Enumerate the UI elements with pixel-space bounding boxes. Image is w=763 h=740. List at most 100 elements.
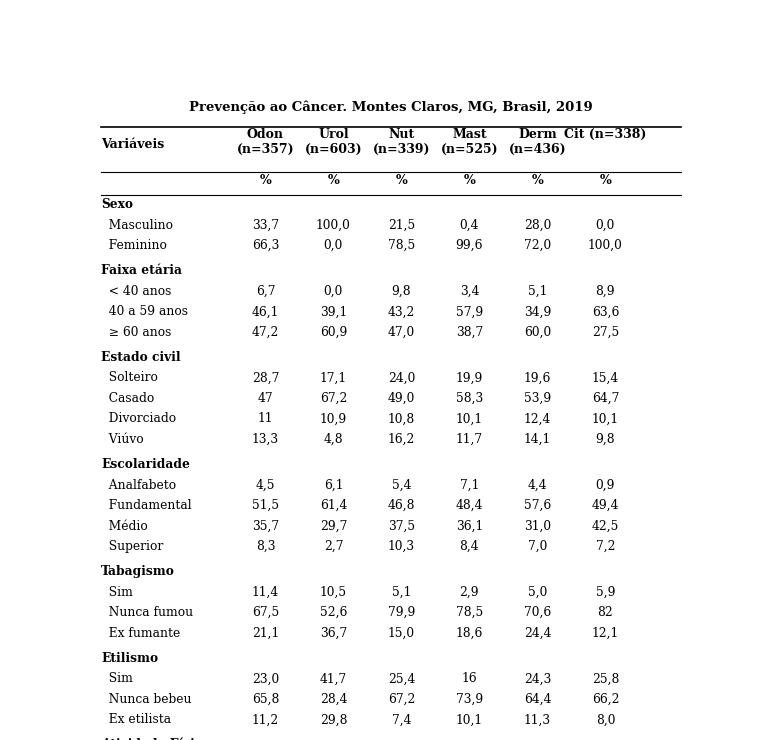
Text: 78,5: 78,5 (456, 606, 483, 619)
Text: 28,4: 28,4 (320, 693, 347, 706)
Text: 36,7: 36,7 (320, 627, 347, 639)
Text: Atividade Física: Atividade Física (101, 739, 211, 740)
Text: 43,2: 43,2 (388, 306, 415, 318)
Text: 10,3: 10,3 (388, 540, 415, 553)
Text: Solteiro: Solteiro (101, 371, 158, 384)
Text: 52,6: 52,6 (320, 606, 347, 619)
Text: 11,4: 11,4 (252, 585, 279, 599)
Text: 7,0: 7,0 (528, 540, 547, 553)
Text: %: % (532, 174, 543, 186)
Text: Tabagismo: Tabagismo (101, 565, 175, 578)
Text: Derm
(n=436): Derm (n=436) (509, 128, 566, 156)
Text: Prevenção ao Câncer. Montes Claros, MG, Brasil, 2019: Prevenção ao Câncer. Montes Claros, MG, … (189, 100, 593, 114)
Text: Nut
(n=339): Nut (n=339) (372, 128, 430, 156)
Text: Faixa etária: Faixa etária (101, 264, 182, 278)
Text: %: % (327, 174, 340, 186)
Text: Sexo: Sexo (101, 198, 134, 211)
Text: 66,2: 66,2 (591, 693, 619, 706)
Text: 8,4: 8,4 (459, 540, 479, 553)
Text: 9,8: 9,8 (391, 285, 411, 297)
Text: 4,5: 4,5 (256, 479, 275, 491)
Text: Estado civil: Estado civil (101, 351, 181, 364)
Text: 24,3: 24,3 (523, 672, 551, 685)
Text: 25,8: 25,8 (591, 672, 619, 685)
Text: 46,1: 46,1 (252, 306, 279, 318)
Text: Etilismo: Etilismo (101, 652, 159, 665)
Text: 10,9: 10,9 (320, 412, 347, 426)
Text: 24,0: 24,0 (388, 371, 415, 384)
Text: 60,9: 60,9 (320, 326, 347, 339)
Text: 64,4: 64,4 (523, 693, 551, 706)
Text: 70,6: 70,6 (523, 606, 551, 619)
Text: %: % (259, 174, 272, 186)
Text: 19,9: 19,9 (456, 371, 483, 384)
Text: 31,0: 31,0 (524, 519, 551, 533)
Text: 18,6: 18,6 (456, 627, 483, 639)
Text: Ex etilista: Ex etilista (101, 713, 172, 726)
Text: 14,1: 14,1 (523, 433, 551, 446)
Text: ≥ 60 anos: ≥ 60 anos (101, 326, 172, 339)
Text: 65,8: 65,8 (252, 693, 279, 706)
Text: 42,5: 42,5 (591, 519, 619, 533)
Text: 57,6: 57,6 (523, 499, 551, 512)
Text: 21,5: 21,5 (388, 219, 415, 232)
Text: 29,7: 29,7 (320, 519, 347, 533)
Text: 13,3: 13,3 (252, 433, 279, 446)
Text: Ex fumante: Ex fumante (101, 627, 181, 639)
Text: Variáveis: Variáveis (101, 138, 165, 150)
Text: Analfabeto: Analfabeto (101, 479, 176, 491)
Text: Odon
(n=357): Odon (n=357) (237, 128, 295, 156)
Text: 9,8: 9,8 (596, 433, 615, 446)
Text: 4,4: 4,4 (527, 479, 547, 491)
Text: 33,7: 33,7 (252, 219, 279, 232)
Text: 72,0: 72,0 (523, 239, 551, 252)
Text: 24,4: 24,4 (523, 627, 551, 639)
Text: 15,4: 15,4 (592, 371, 619, 384)
Text: 40 a 59 anos: 40 a 59 anos (101, 306, 188, 318)
Text: 73,9: 73,9 (456, 693, 483, 706)
Text: 34,9: 34,9 (523, 306, 551, 318)
Text: 79,9: 79,9 (388, 606, 415, 619)
Text: 58,3: 58,3 (456, 392, 483, 405)
Text: 6,7: 6,7 (256, 285, 275, 297)
Text: %: % (463, 174, 475, 186)
Text: 8,0: 8,0 (596, 713, 615, 726)
Text: 47: 47 (258, 392, 273, 405)
Text: 67,2: 67,2 (388, 693, 415, 706)
Text: 60,0: 60,0 (523, 326, 551, 339)
Text: 10,1: 10,1 (456, 713, 483, 726)
Text: 49,0: 49,0 (388, 392, 415, 405)
Text: 11,3: 11,3 (524, 713, 551, 726)
Text: Feminino: Feminino (101, 239, 167, 252)
Text: 51,5: 51,5 (252, 499, 279, 512)
Text: 64,7: 64,7 (591, 392, 619, 405)
Text: 0,0: 0,0 (324, 239, 343, 252)
Text: 66,3: 66,3 (252, 239, 279, 252)
Text: 47,2: 47,2 (252, 326, 279, 339)
Text: 23,0: 23,0 (252, 672, 279, 685)
Text: Médio: Médio (101, 519, 148, 533)
Text: 29,8: 29,8 (320, 713, 347, 726)
Text: Urol
(n=603): Urol (n=603) (304, 128, 362, 156)
Text: 0,9: 0,9 (596, 479, 615, 491)
Text: 5,1: 5,1 (528, 285, 547, 297)
Text: 5,1: 5,1 (391, 585, 411, 599)
Text: Nunca bebeu: Nunca bebeu (101, 693, 192, 706)
Text: 78,5: 78,5 (388, 239, 415, 252)
Text: 16: 16 (462, 672, 477, 685)
Text: 47,0: 47,0 (388, 326, 415, 339)
Text: 46,8: 46,8 (388, 499, 415, 512)
Text: Nunca fumou: Nunca fumou (101, 606, 193, 619)
Text: 48,4: 48,4 (456, 499, 483, 512)
Text: Superior: Superior (101, 540, 163, 553)
Text: 2,9: 2,9 (459, 585, 479, 599)
Text: 5,9: 5,9 (596, 585, 615, 599)
Text: 36,1: 36,1 (456, 519, 483, 533)
Text: 53,9: 53,9 (523, 392, 551, 405)
Text: 21,1: 21,1 (252, 627, 279, 639)
Text: 6,1: 6,1 (324, 479, 343, 491)
Text: 49,4: 49,4 (591, 499, 619, 512)
Text: 8,3: 8,3 (256, 540, 275, 553)
Text: %: % (395, 174, 407, 186)
Text: 19,6: 19,6 (523, 371, 551, 384)
